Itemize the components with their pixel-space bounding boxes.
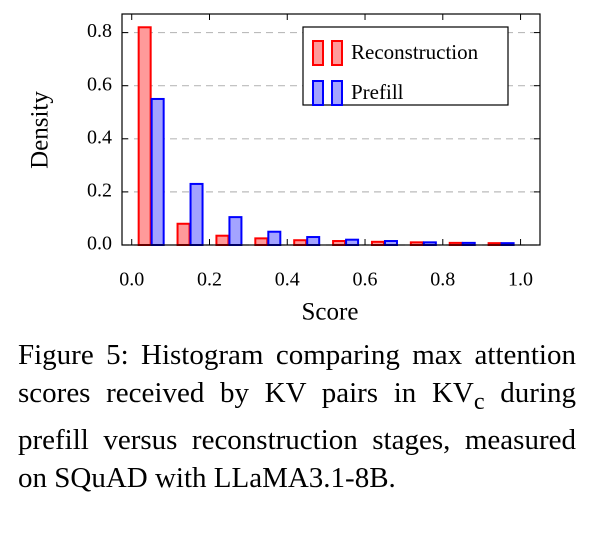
legend-swatch (312, 40, 324, 66)
caption-text: Figure 5: Histogram comparing max attent… (18, 339, 576, 409)
axis-frame (121, 13, 541, 246)
legend-swatch (331, 40, 343, 66)
bar (176, 222, 191, 246)
chart: Density Score 0.0 0.2 0.4 0.6 0.8 0.0 0.2 0.4 0.… (27, 13, 541, 326)
x-axis-label: Score (302, 299, 359, 326)
x-tick-label: 0.0 (119, 269, 144, 291)
y-tick-label: 0.4 (87, 126, 112, 148)
legend-swatch (312, 80, 324, 106)
bar (150, 97, 165, 246)
legend-swatch (331, 80, 343, 106)
y-tick-label: 0.0 (87, 233, 112, 255)
y-axis-label: Density (27, 91, 54, 169)
x-tick-label: 0.8 (430, 269, 455, 291)
legend-label: Reconstruction (351, 40, 479, 64)
x-tick-label: 0.4 (275, 269, 300, 291)
bar (215, 234, 230, 246)
bar (293, 239, 308, 246)
y-tick-label: 0.2 (87, 179, 112, 201)
bar (306, 236, 321, 247)
x-tick-label: 0.6 (353, 269, 378, 291)
caption-subscript: c (473, 387, 485, 415)
bar (254, 237, 269, 247)
caption-text: during prefill versus reconstruction sta… (18, 377, 576, 494)
bar (189, 182, 204, 246)
caption: Figure 5: Histogram comparing max attent… (18, 336, 576, 497)
y-tick-label: 0.6 (87, 73, 112, 95)
y-tick-label: 0.8 (87, 20, 112, 42)
legend-label: Prefill (351, 80, 404, 104)
bar (228, 216, 243, 247)
bar (345, 238, 360, 246)
bar (137, 26, 152, 246)
x-tick-label: 0.2 (197, 269, 222, 291)
bar (267, 230, 282, 246)
x-tick-label: 1.0 (508, 269, 533, 291)
